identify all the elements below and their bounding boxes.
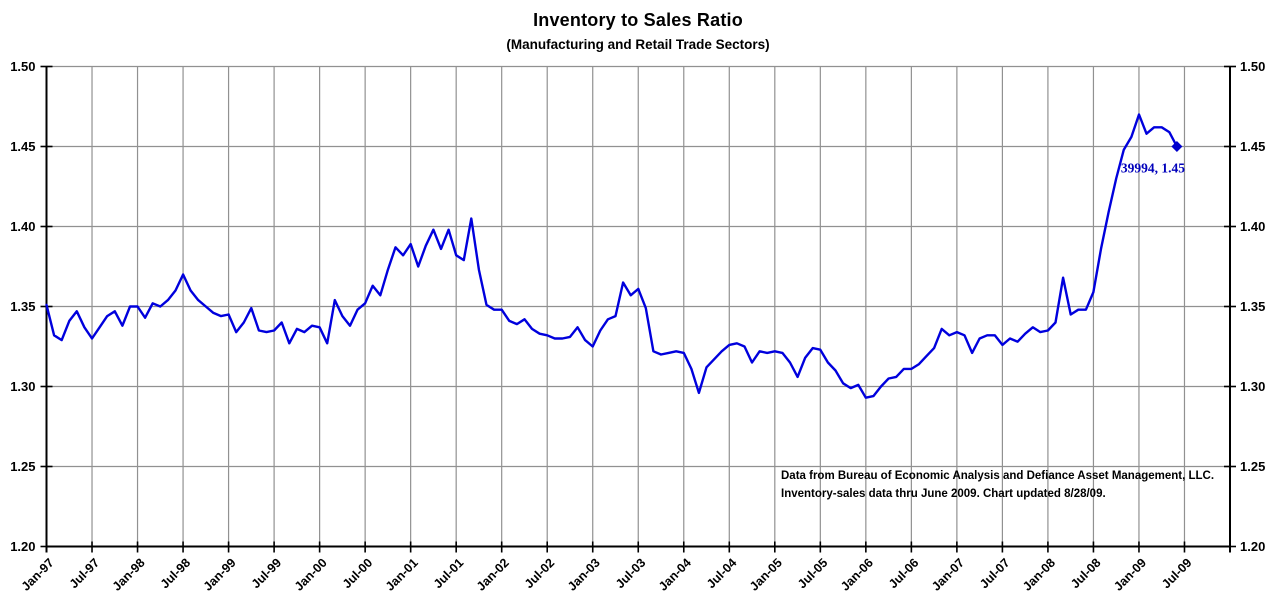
x-tick-label: Jan-08	[1020, 556, 1058, 594]
source-note: Data from Bureau of Economic Analysis an…	[781, 467, 1251, 503]
chart-subtitle: (Manufacturing and Retail Trade Sectors)	[506, 37, 770, 52]
x-tick-label: Jan-03	[565, 556, 603, 594]
end-point-marker	[1171, 141, 1183, 152]
x-tick-label: Jul-98	[158, 556, 193, 591]
y-tick-label-right: 1.45	[1240, 139, 1265, 154]
gridlines	[46, 65, 1230, 547]
chart-title: Inventory to Sales Ratio	[533, 10, 743, 30]
x-tick-label: Jul-99	[249, 556, 284, 591]
tick-marks	[40, 65, 1236, 553]
y-tick-label-right: 1.30	[1240, 379, 1265, 394]
x-tick-label: Jan-99	[201, 556, 239, 594]
y-tick-label-left: 1.40	[10, 219, 35, 234]
y-tick-label-left: 1.50	[10, 59, 35, 74]
y-tick-label-left: 1.25	[10, 459, 35, 474]
x-tick-label: Jul-00	[340, 556, 375, 591]
x-tick-label: Jul-04	[704, 556, 739, 591]
y-tick-label-right: 1.25	[1240, 459, 1265, 474]
y-tick-label-left: 1.35	[10, 299, 35, 314]
source-note-line-1: Data from Bureau of Economic Analysis an…	[781, 470, 1215, 482]
x-tick-label: Jan-97	[19, 556, 57, 594]
x-axis-labels: Jan-97 Jul-97 Jan-98 Jul-98 Jan-99 Jul-99 Jan-…	[19, 556, 1195, 594]
y-tick-label-left: 1.20	[10, 539, 35, 554]
x-tick-label: Jul-97	[67, 556, 102, 591]
y-tick-label-left: 1.30	[10, 379, 35, 394]
y-tick-label-right: 1.40	[1240, 219, 1265, 234]
x-tick-label: Jan-02	[474, 556, 512, 594]
end-point-label: 39994, 1.45	[1121, 161, 1185, 176]
y-tick-label-right: 1.35	[1240, 299, 1265, 314]
x-tick-label: Jan-04	[656, 556, 694, 594]
x-tick-label: Jul-01	[431, 556, 466, 591]
x-tick-label: Jan-98	[110, 556, 148, 594]
y-tick-label-right: 1.20	[1240, 539, 1265, 554]
x-tick-label: Jan-05	[747, 556, 785, 594]
x-tick-label: Jan-00	[292, 556, 330, 594]
x-tick-label: Jul-02	[522, 556, 557, 591]
x-tick-label: Jul-08	[1068, 556, 1103, 591]
x-tick-label: Jan-09	[1111, 556, 1149, 594]
source-note-line-2: Inventory-sales data thru June 2009. Cha…	[781, 488, 1106, 500]
x-tick-label: Jan-01	[383, 556, 421, 594]
y-axis-labels: 1.20 1.20 1.25 1.25 1.30 1.30 1.35 1.35 1.40 1.40…	[10, 59, 1265, 554]
x-tick-label: Jul-09	[1159, 556, 1194, 591]
x-tick-label: Jul-03	[613, 556, 648, 591]
x-tick-label: Jul-05	[795, 556, 830, 591]
x-tick-label: Jan-07	[929, 556, 967, 594]
x-tick-label: Jul-06	[886, 556, 921, 591]
y-tick-label-right: 1.50	[1240, 59, 1265, 74]
x-tick-label: Jul-07	[977, 556, 1012, 591]
x-tick-label: Jan-06	[838, 556, 876, 594]
series-line	[45, 113, 1179, 399]
y-tick-label-left: 1.45	[10, 139, 35, 154]
